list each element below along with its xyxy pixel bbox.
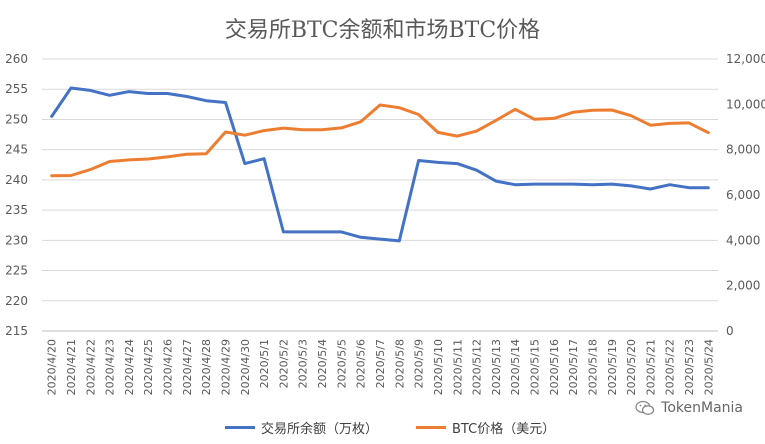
x-axis-tick-label: 2020/4/24 bbox=[123, 339, 136, 395]
x-axis-tick-label: 2020/5/12 bbox=[471, 339, 484, 395]
x-axis-tick-label: 2020/5/15 bbox=[529, 339, 542, 395]
x-axis-ticks: 2020/4/20 2020/4/21 2020/4/22 2020/4/23 2020… bbox=[46, 339, 716, 395]
x-axis-tick-label: 2020/5/23 bbox=[683, 339, 696, 395]
chart-title: 交易所BTC余额和市场BTC价格 bbox=[224, 18, 541, 43]
x-axis-tick-label: 2020/5/21 bbox=[644, 339, 657, 395]
x-axis-tick-label: 2020/5/7 bbox=[374, 339, 387, 388]
x-axis-tick-label: 2020/4/20 bbox=[46, 339, 59, 395]
x-axis-tick-label: 2020/4/28 bbox=[200, 339, 213, 395]
x-axis-tick-label: 2020/4/27 bbox=[181, 339, 194, 395]
left-axis-tick-label: 250 bbox=[5, 112, 28, 126]
x-axis-tick-label: 2020/4/30 bbox=[239, 339, 252, 395]
x-axis-tick-label: 2020/5/20 bbox=[625, 339, 638, 395]
right-axis-tick-label: 12,000 bbox=[726, 52, 765, 66]
x-axis-tick-label: 2020/5/14 bbox=[509, 339, 522, 395]
x-axis-tick-label: 2020/5/5 bbox=[335, 339, 348, 388]
watermark-text: TokenMania bbox=[661, 400, 743, 416]
legend-swatch-balance bbox=[225, 426, 255, 429]
left-axis-tick-label: 240 bbox=[5, 173, 28, 187]
legend-label-price: BTC价格（美元） bbox=[452, 422, 556, 437]
x-axis-tick-label: 2020/4/29 bbox=[219, 339, 232, 395]
x-axis-tick-label: 2020/5/1 bbox=[258, 339, 271, 388]
series-lines bbox=[50, 86, 710, 243]
x-axis-tick-label: 2020/4/25 bbox=[142, 339, 155, 395]
x-axis-tick-label: 2020/5/24 bbox=[702, 339, 715, 395]
legend-label-balance: 交易所余额（万枚） bbox=[261, 422, 379, 437]
legend-item-price: BTC价格（美元） bbox=[416, 418, 555, 437]
x-axis-tick-label: 2020/5/10 bbox=[432, 339, 445, 395]
x-axis-tick-label: 2020/5/22 bbox=[664, 339, 677, 395]
x-axis-tick-label: 2020/4/26 bbox=[162, 339, 175, 395]
x-axis-tick-label: 2020/4/22 bbox=[84, 339, 97, 395]
wechat-icon bbox=[635, 400, 655, 415]
right-axis-tick-label: 0 bbox=[726, 324, 734, 338]
watermark: TokenMania bbox=[635, 400, 743, 416]
left-axis-tick-label: 215 bbox=[5, 324, 28, 338]
x-axis-tick-label: 2020/5/18 bbox=[586, 339, 599, 395]
legend-swatch-price bbox=[416, 426, 447, 429]
x-axis-tick-label: 2020/5/16 bbox=[548, 339, 561, 395]
x-axis-tick-label: 2020/5/3 bbox=[297, 339, 310, 388]
legend-item-balance: 交易所余额（万枚） bbox=[225, 418, 378, 437]
x-axis-tick-label: 2020/5/8 bbox=[393, 339, 406, 388]
right-axis-tick-label: 8,000 bbox=[726, 143, 760, 157]
right-axis-tick-label: 10,000 bbox=[726, 97, 765, 111]
left-axis-tick-label: 255 bbox=[5, 82, 28, 96]
right-axis-ticks: 0 2,000 4,000 6,000 8,000 10,000 12,000 bbox=[726, 52, 765, 338]
left-axis-tick-label: 230 bbox=[5, 233, 28, 247]
x-axis-tick-label: 2020/5/6 bbox=[355, 339, 368, 388]
x-axis-tick-label: 2020/5/11 bbox=[451, 339, 464, 395]
left-axis-ticks: 215 220 225 230 235 240 245 250 255 260 bbox=[5, 52, 28, 338]
x-axis-tick-label: 2020/5/13 bbox=[490, 339, 503, 395]
series-line-balance bbox=[50, 86, 710, 243]
left-axis-tick-label: 235 bbox=[5, 203, 28, 217]
x-axis-tick-label: 2020/5/17 bbox=[567, 339, 580, 395]
gridlines bbox=[42, 58, 718, 332]
x-axis-tick-label: 2020/5/19 bbox=[606, 339, 619, 395]
left-axis-tick-label: 220 bbox=[5, 294, 28, 308]
right-axis-tick-label: 6,000 bbox=[726, 188, 760, 202]
series-line-price bbox=[50, 103, 710, 178]
left-axis-tick-label: 245 bbox=[5, 143, 28, 157]
left-axis-tick-label: 225 bbox=[5, 264, 28, 278]
x-axis-tick-label: 2020/4/21 bbox=[65, 339, 78, 395]
x-axis-tick-label: 2020/5/9 bbox=[413, 339, 426, 388]
right-axis-tick-label: 2,000 bbox=[726, 279, 760, 293]
x-axis-tick-label: 2020/5/4 bbox=[316, 339, 329, 388]
right-axis-tick-label: 4,000 bbox=[726, 233, 760, 247]
x-axis-tick-label: 2020/4/23 bbox=[104, 339, 117, 395]
left-axis-tick-label: 260 bbox=[5, 52, 28, 66]
x-axis-tick-label: 2020/5/2 bbox=[277, 339, 290, 388]
legend: 交易所余额（万枚） BTC价格（美元） bbox=[225, 418, 593, 437]
